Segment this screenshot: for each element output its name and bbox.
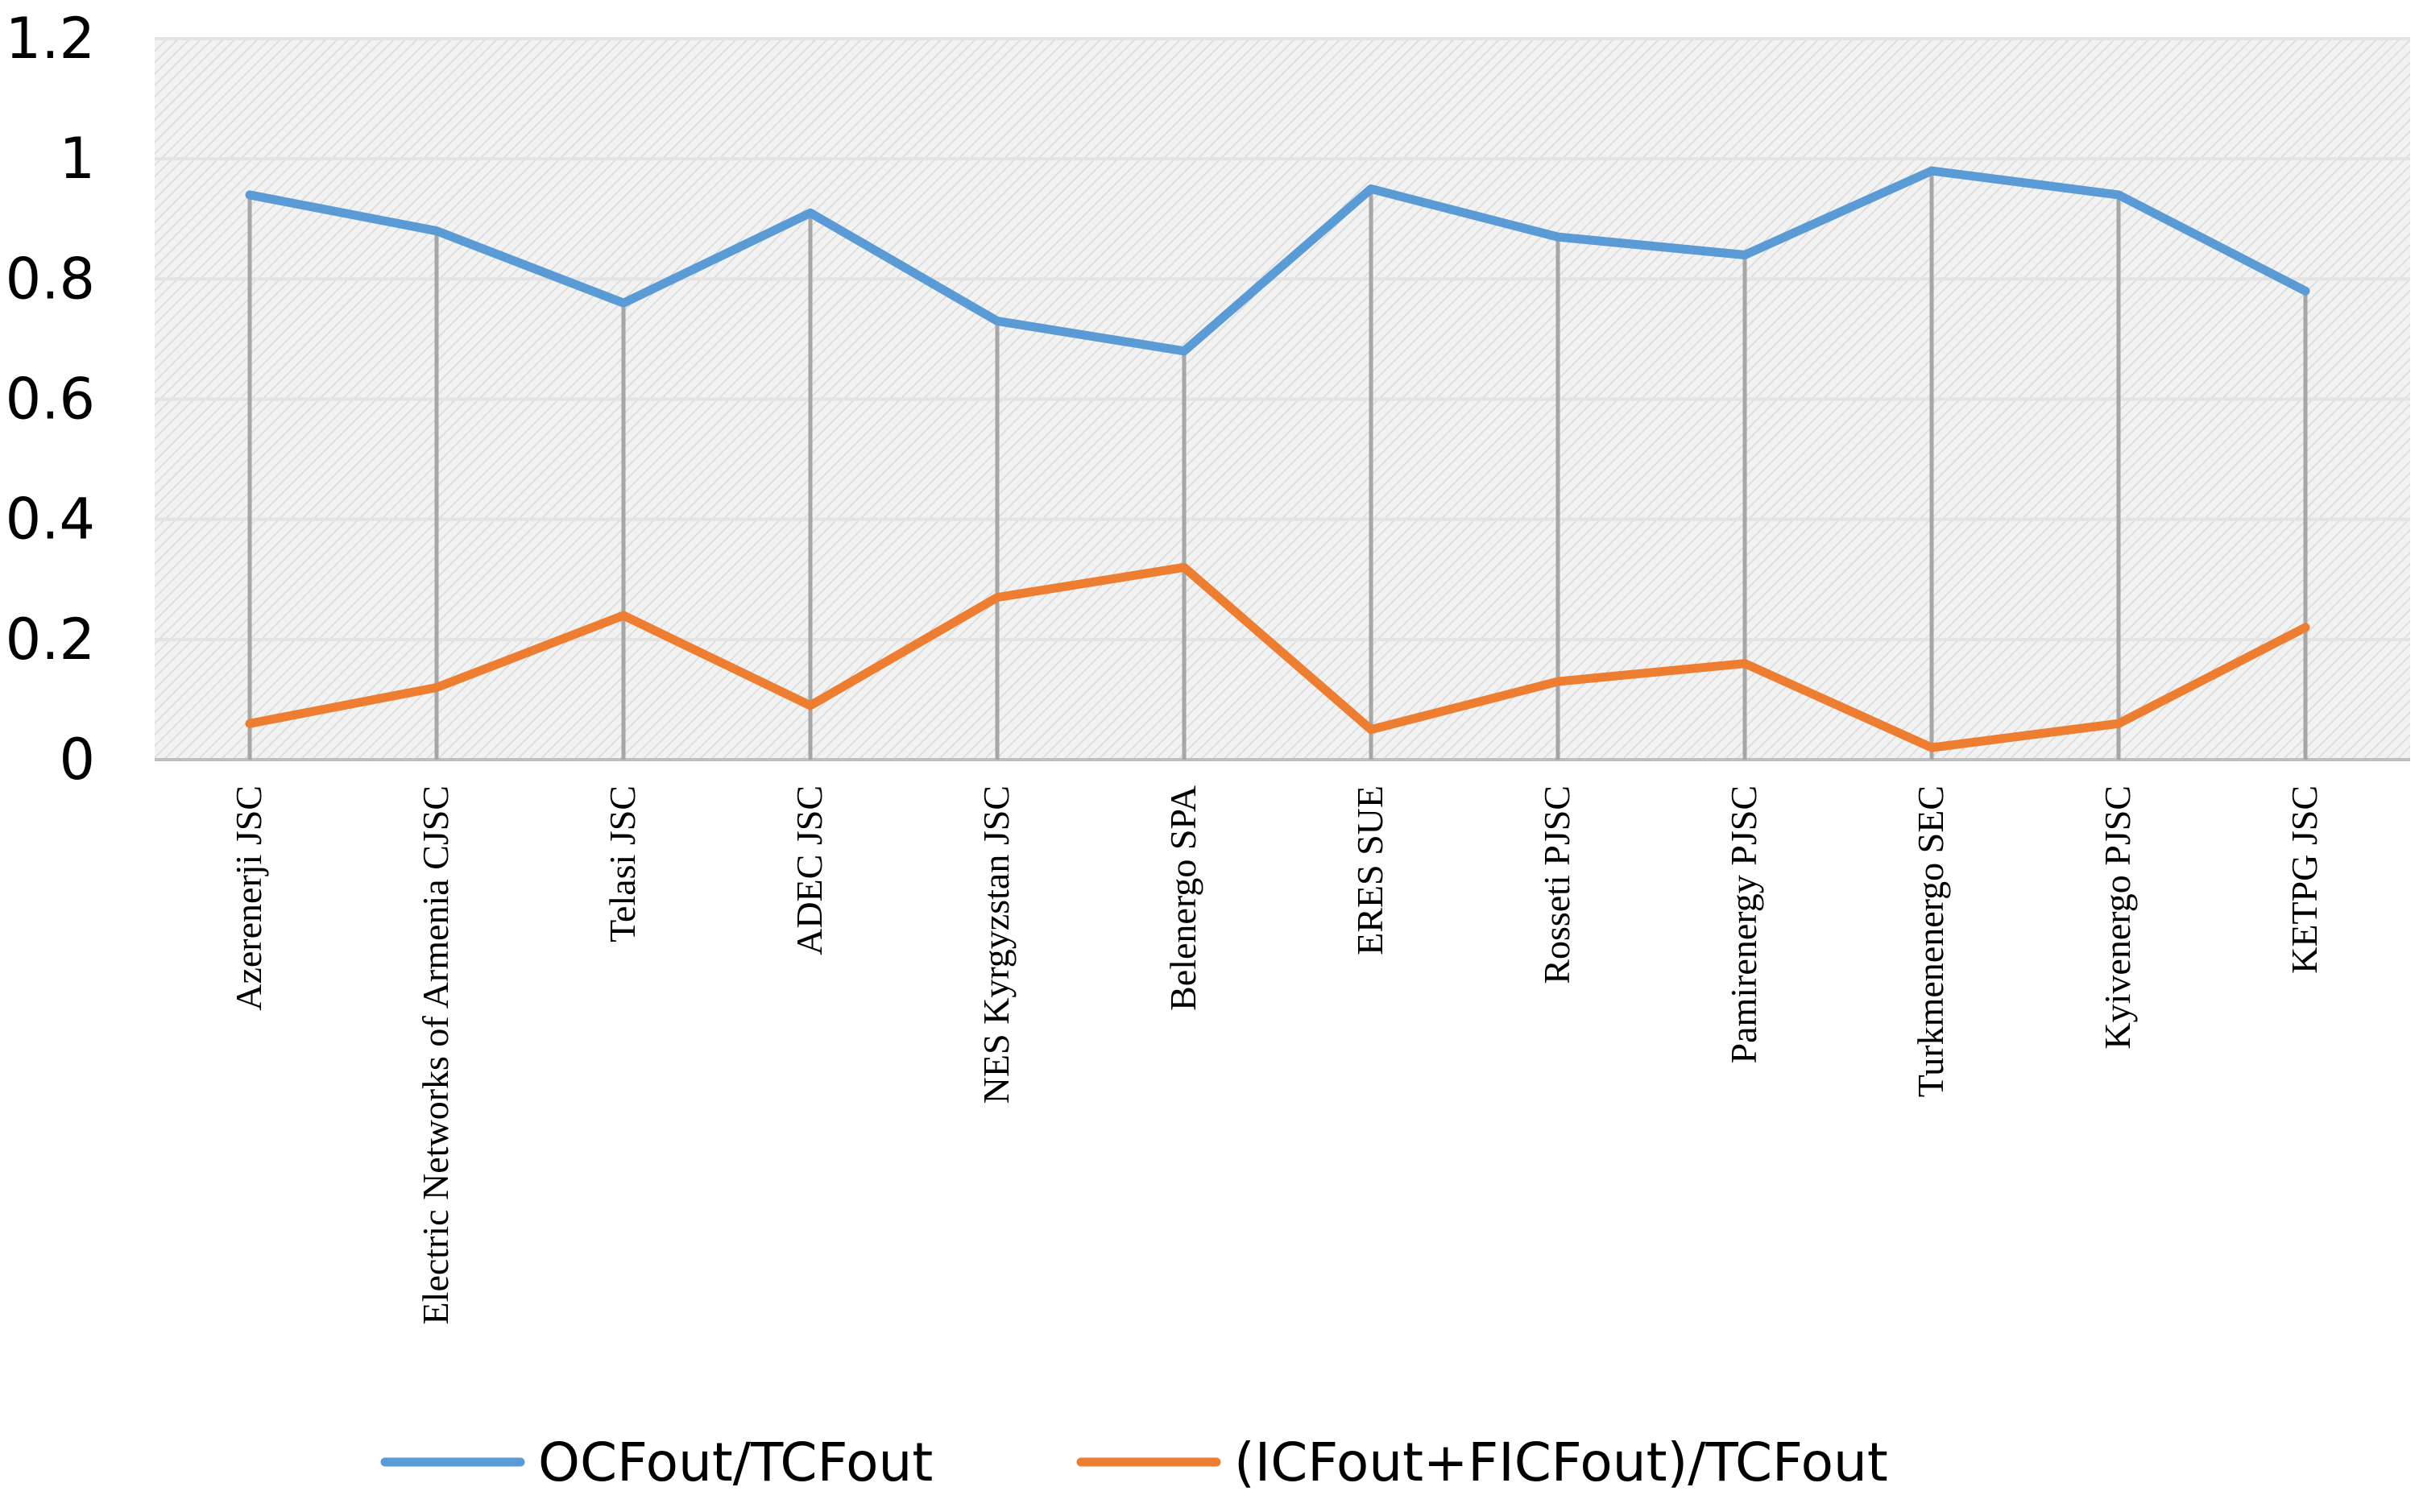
data-point: [2116, 721, 2121, 727]
x-tick-label: KETPG JSC: [2284, 785, 2325, 974]
x-tick-label: Kyivenergo PJSC: [2097, 785, 2138, 1050]
data-point: [808, 210, 813, 216]
x-tick-label: NES Kyrgyzstan JSC: [975, 785, 1017, 1104]
data-point: [621, 300, 626, 306]
data-point: [2116, 192, 2121, 197]
series-lines: [245, 166, 2310, 752]
x-tick-label: Electric Networks of Armenia CJSC: [415, 785, 456, 1324]
data-point: [1742, 661, 1747, 666]
data-point: [434, 228, 439, 234]
data-point: [1182, 348, 1187, 354]
x-tick-label: Azerenerji JSC: [228, 785, 269, 1011]
data-point: [247, 192, 252, 197]
data-point: [1369, 186, 1373, 192]
series-line-2: [245, 562, 2310, 752]
data-point: [1182, 565, 1187, 570]
y-tick-label: 0: [59, 727, 95, 793]
y-tick-label: 1: [59, 126, 95, 192]
legend-label: (ICFout+FICFout)/TCFout: [1234, 1431, 1888, 1493]
data-point: [1742, 252, 1747, 258]
x-axis-tick-labels: Azerenerji JSC Electric Networks of Armen…: [228, 785, 2325, 1324]
y-axis-tick-labels: 0 0.2 0.4 0.6 0.8 1 1.2: [6, 6, 95, 793]
data-point: [247, 721, 252, 727]
data-point: [434, 685, 439, 690]
x-tick-label: ADEC JSC: [789, 785, 830, 955]
data-point: [995, 318, 1000, 324]
legend-label: OCFout/TCFout: [538, 1431, 933, 1493]
drop-lines: [247, 171, 2308, 760]
y-tick-label: 0.8: [6, 246, 95, 312]
gridlines: [155, 37, 2410, 761]
data-point: [808, 702, 813, 708]
x-tick-label: ERES SUE: [1349, 785, 1390, 955]
y-tick-label: 0.6: [6, 367, 95, 433]
y-tick-label: 0.2: [6, 607, 95, 673]
legend: OCFout/TCFout (ICFout+FICFout)/TCFout: [380, 1431, 1888, 1493]
x-tick-label: Pamirenergy PJSC: [1723, 785, 1764, 1063]
data-point: [1555, 679, 1560, 685]
data-point: [1369, 727, 1373, 732]
y-tick-label: 0.4: [6, 487, 95, 553]
data-point: [2303, 288, 2308, 294]
data-point: [2303, 624, 2308, 630]
y-tick-label: 1.2: [6, 6, 95, 72]
data-point: [1929, 168, 1934, 174]
x-tick-label: Belenergo SPA: [1162, 785, 1203, 1011]
data-point: [995, 594, 1000, 600]
x-tick-label: Turkmenenergo SEC: [1910, 785, 1951, 1097]
data-point: [621, 613, 626, 618]
data-point: [1929, 745, 1934, 751]
x-tick-label: Rosseti PJSC: [1536, 785, 1577, 984]
x-tick-label: Telasi JSC: [602, 785, 643, 942]
series-line-1: [245, 166, 2310, 356]
data-point: [1555, 234, 1560, 240]
